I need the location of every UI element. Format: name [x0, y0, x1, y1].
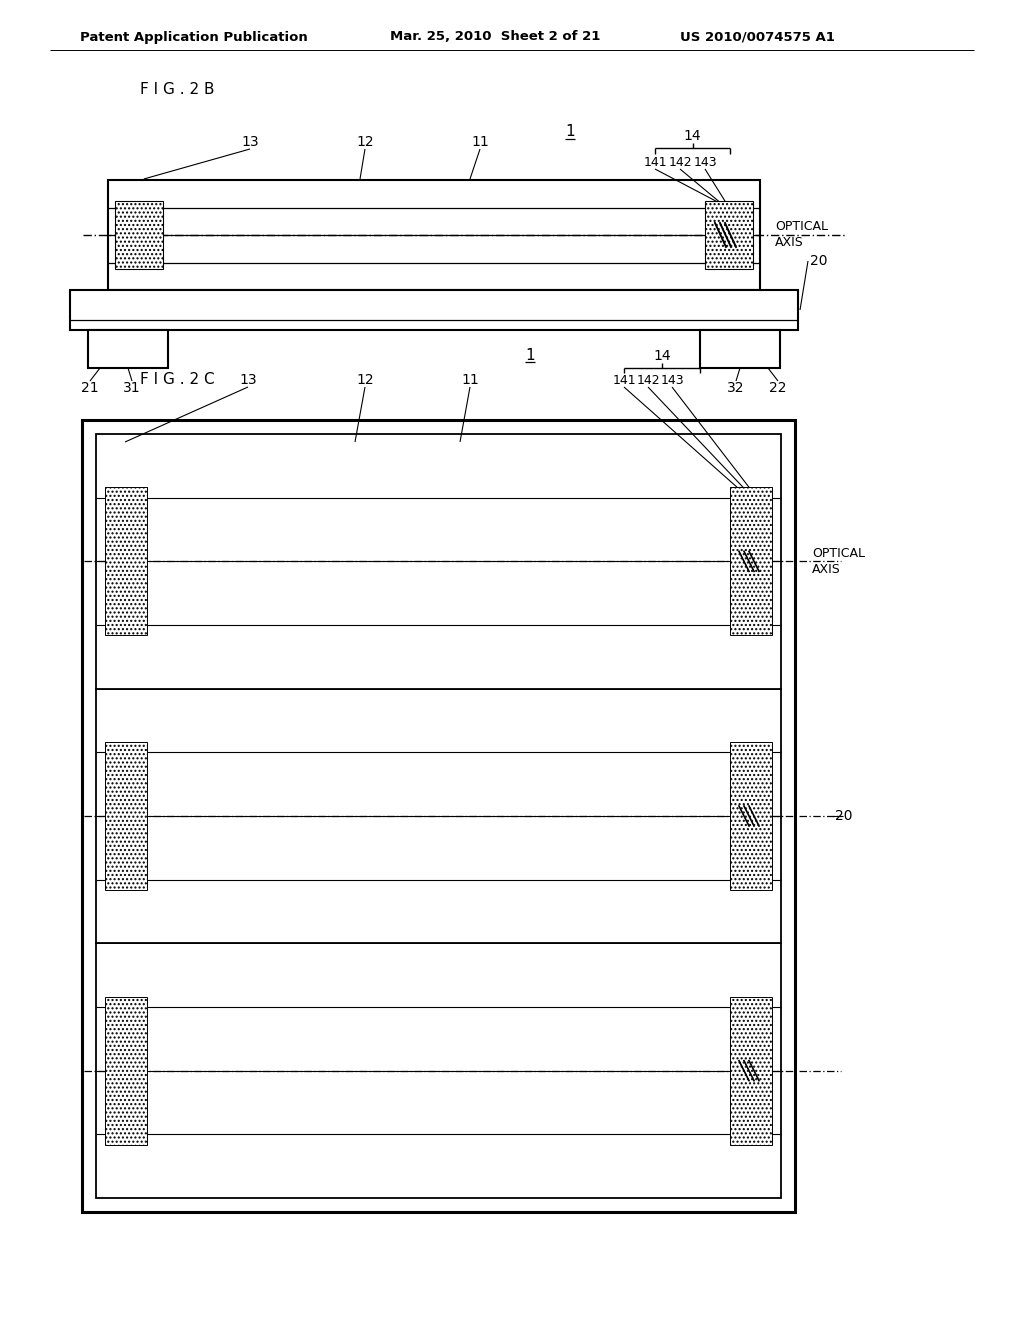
- Text: OPTICAL: OPTICAL: [812, 546, 865, 560]
- Text: 14: 14: [653, 348, 671, 363]
- Bar: [730, 997, 772, 1144]
- Text: 31: 31: [123, 381, 141, 395]
- Text: 142: 142: [669, 156, 692, 169]
- Bar: [730, 487, 772, 635]
- Text: 143: 143: [660, 374, 684, 387]
- Bar: [705, 201, 753, 269]
- Text: 14: 14: [684, 129, 701, 143]
- Text: 32: 32: [727, 381, 744, 395]
- Bar: [700, 330, 780, 368]
- Text: AXIS: AXIS: [812, 562, 841, 576]
- Bar: [105, 997, 147, 1144]
- Text: 12: 12: [356, 135, 374, 149]
- Text: 12: 12: [356, 374, 374, 387]
- Bar: [70, 290, 798, 330]
- Text: F I G . 2 B: F I G . 2 B: [140, 82, 214, 98]
- Text: Patent Application Publication: Patent Application Publication: [80, 30, 308, 44]
- Text: US 2010/0074575 A1: US 2010/0074575 A1: [680, 30, 835, 44]
- Text: 143: 143: [693, 156, 717, 169]
- Bar: [96, 434, 781, 689]
- Bar: [115, 201, 163, 269]
- Text: AXIS: AXIS: [775, 236, 804, 249]
- Text: 1: 1: [525, 347, 535, 363]
- Text: 22: 22: [769, 381, 786, 395]
- Bar: [82, 420, 795, 1212]
- Text: 141: 141: [643, 156, 667, 169]
- Text: 20: 20: [835, 809, 853, 822]
- Text: 21: 21: [81, 381, 98, 395]
- Bar: [105, 487, 147, 635]
- Bar: [730, 742, 772, 890]
- Text: 13: 13: [242, 135, 259, 149]
- Bar: [96, 944, 781, 1199]
- Text: 142: 142: [636, 374, 659, 387]
- Text: 11: 11: [471, 135, 488, 149]
- Text: OPTICAL: OPTICAL: [775, 220, 828, 234]
- Bar: [108, 180, 760, 290]
- Bar: [88, 330, 168, 368]
- Text: 13: 13: [240, 374, 257, 387]
- Text: 20: 20: [810, 253, 827, 268]
- Text: 141: 141: [612, 374, 636, 387]
- Bar: [96, 689, 781, 944]
- Text: 11: 11: [461, 374, 479, 387]
- Text: 1: 1: [565, 124, 574, 140]
- Bar: [105, 742, 147, 890]
- Text: Mar. 25, 2010  Sheet 2 of 21: Mar. 25, 2010 Sheet 2 of 21: [390, 30, 600, 44]
- Text: F I G . 2 C: F I G . 2 C: [140, 372, 215, 388]
